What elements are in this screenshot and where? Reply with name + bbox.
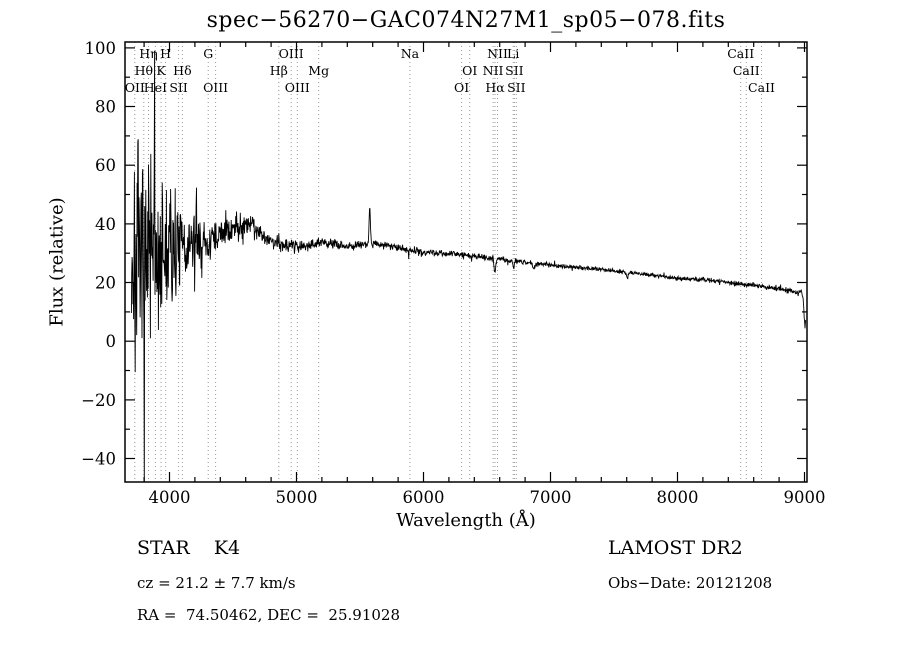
tick-labels: 4000 5000 6000 7000 8000 9000 −40 −20 0 20 40 60 80 1… bbox=[81, 39, 825, 507]
obs-date: Obs−Date: 20121208 bbox=[608, 574, 773, 592]
line-label: Li bbox=[507, 46, 519, 61]
line-label: SII bbox=[169, 80, 188, 95]
chart-title: spec−56270−GAC074N27M1_sp05−078.fits bbox=[206, 8, 726, 33]
spectrum-line bbox=[130, 50, 807, 482]
line-label: OI bbox=[462, 63, 477, 78]
ra-dec-value: RA = 74.50462, DEC = 25.91028 bbox=[137, 606, 401, 624]
line-label: CaII bbox=[748, 80, 775, 95]
line-label: Hη bbox=[139, 46, 157, 61]
axes bbox=[124, 41, 808, 483]
y-tick-label: 100 bbox=[85, 39, 117, 58]
line-label: NII bbox=[487, 46, 508, 61]
line-label: CaII bbox=[733, 63, 760, 78]
line-label: Hβ bbox=[270, 63, 288, 78]
ticks bbox=[125, 42, 807, 482]
line-label: OI bbox=[454, 80, 469, 95]
object-class-label: STAR K4 bbox=[137, 537, 241, 559]
plot-frame bbox=[124, 41, 808, 483]
line-label: Hδ bbox=[173, 63, 191, 78]
y-tick-label: 40 bbox=[95, 215, 116, 234]
line-label: NII bbox=[483, 63, 504, 78]
line-label: HeI bbox=[144, 80, 167, 95]
y-tick-label: −20 bbox=[81, 391, 116, 410]
x-tick-label: 9000 bbox=[784, 488, 826, 507]
line-label: SII bbox=[505, 63, 524, 78]
y-tick-label: 80 bbox=[95, 98, 116, 117]
line-label: K bbox=[156, 63, 166, 78]
y-tick-label: 20 bbox=[95, 274, 116, 293]
line-label: H bbox=[160, 46, 171, 61]
line-label: OII bbox=[125, 80, 145, 95]
line-label: OIII bbox=[203, 80, 228, 95]
spectral-reference-lines bbox=[134, 42, 762, 482]
x-axis-label: Wavelength (Å) bbox=[396, 510, 536, 531]
line-label: Mg bbox=[308, 63, 329, 78]
cz-value: cz = 21.2 ± 7.7 km/s bbox=[137, 574, 296, 592]
line-label: CaII bbox=[727, 46, 754, 61]
y-tick-label: 60 bbox=[95, 156, 116, 175]
survey-label: LAMOST DR2 bbox=[608, 537, 743, 559]
y-tick-label: −40 bbox=[81, 450, 116, 469]
x-tick-label: 8000 bbox=[657, 488, 699, 507]
x-tick-label: 6000 bbox=[403, 488, 445, 507]
x-tick-label: 7000 bbox=[530, 488, 572, 507]
line-label: SII bbox=[507, 80, 526, 95]
line-label: Hθ bbox=[135, 63, 153, 78]
line-label: OIII bbox=[279, 46, 304, 61]
y-tick-label: 0 bbox=[106, 332, 117, 351]
line-label: Hα bbox=[485, 80, 505, 95]
x-tick-label: 4000 bbox=[149, 488, 191, 507]
x-tick-label: 5000 bbox=[276, 488, 318, 507]
flux-trace bbox=[130, 50, 807, 482]
line-label: Na bbox=[401, 46, 420, 61]
line-label: OIII bbox=[285, 80, 310, 95]
line-label: G bbox=[203, 46, 213, 61]
